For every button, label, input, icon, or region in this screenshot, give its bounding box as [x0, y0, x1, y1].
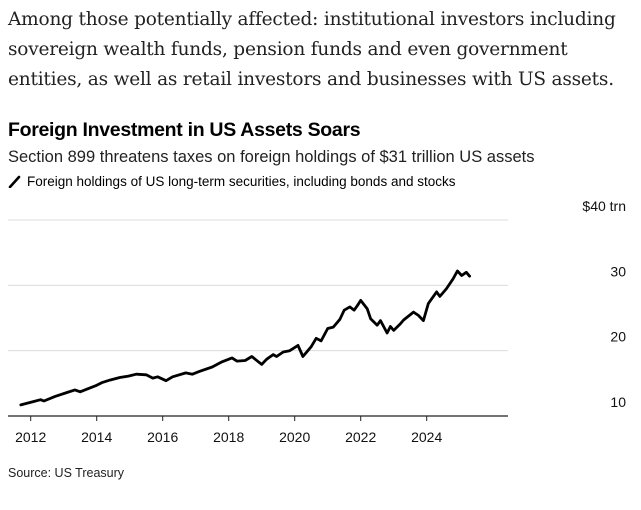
legend-label: Foreign holdings of US long-term securit…	[27, 174, 456, 189]
x-tick-label: 2012	[15, 429, 46, 445]
x-tick-label: 2024	[411, 429, 442, 445]
y-tick-label: 20	[610, 329, 626, 345]
source-note: Source: US Treasury	[8, 466, 125, 480]
y-tick-label: $40 trn	[582, 198, 626, 214]
chart-title: Foreign Investment in US Assets Soars	[8, 119, 361, 141]
line-legend-icon	[8, 175, 21, 188]
x-tick-label: 2016	[147, 429, 178, 445]
x-tick-label: 2014	[81, 429, 112, 445]
x-tick-label: 2018	[213, 429, 244, 445]
x-tick-label: 2020	[279, 429, 310, 445]
y-tick-label: 10	[610, 394, 626, 410]
chart-subtitle: Section 899 threatens taxes on foreign h…	[8, 148, 535, 166]
y-tick-label: 30	[610, 263, 626, 279]
legend: Foreign holdings of US long-term securit…	[8, 174, 455, 189]
x-tick-label: 2022	[345, 429, 376, 445]
series-line	[19, 269, 471, 407]
intro-paragraph: Among those potentially affected: instit…	[8, 9, 616, 90]
